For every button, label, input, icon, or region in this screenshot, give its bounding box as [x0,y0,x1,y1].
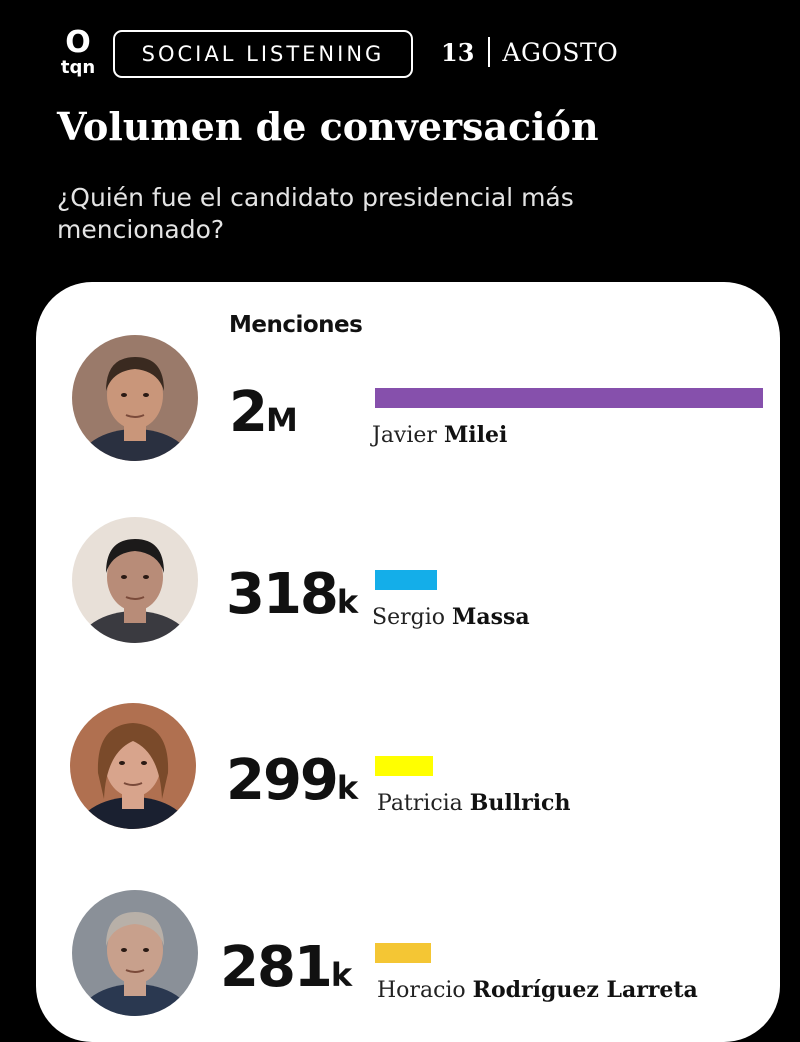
candidate-first-name: Javier [372,423,444,448]
section-tag: SOCIAL LISTENING [113,30,413,78]
logo-mark: O [65,25,91,60]
mention-bar [375,570,437,590]
mention-count-number: 299 [226,748,339,813]
candidate-photo [72,890,198,1016]
candidate-first-name: Sergio [372,605,452,630]
date-day: 13 [441,37,475,67]
mention-bar [375,943,431,963]
candidate-photo [72,335,198,461]
page-subtitle: ¿Quién fue el candidato presidencial más… [57,183,574,244]
mention-count-unit: k [336,583,359,621]
mention-count: 281k [220,935,352,1000]
page-title: Volumen de conversación [57,104,599,149]
mention-count: 318k [226,562,358,627]
date-month: AGOSTO [502,37,619,67]
candidate-first-name: Horacio [377,978,473,1003]
value-axis-label: Menciones [229,312,363,338]
mention-count-unit: k [330,956,353,994]
portrait-image [72,890,198,1016]
portrait-image [70,703,196,829]
portrait-image [72,517,198,643]
mention-count-number: 318 [226,562,339,627]
candidate-name: Patricia Bullrich [377,790,570,816]
candidate-last-name: Massa [451,604,530,630]
mention-count-unit: k [336,769,359,807]
candidate-name: Horacio Rodríguez Larreta [377,977,698,1003]
mention-bar [375,756,433,776]
candidate-first-name: Patricia [377,791,470,816]
mention-count: 2M [229,380,298,445]
candidate-name: Sergio Massa [372,604,530,630]
logo-text: tqn [60,57,96,78]
mention-count-number: 281 [220,935,333,1000]
date-separator [488,37,491,67]
tqn-logo: O tqn [54,25,102,78]
candidate-photo [72,517,198,643]
candidate-last-name: Milei [443,422,508,448]
mention-count-unit: M [265,401,298,439]
candidate-photo [70,703,196,829]
candidate-last-name: Rodríguez Larreta [472,977,698,1003]
mention-count: 299k [226,748,358,813]
portrait-image [72,335,198,461]
date: 13 AGOSTO [441,34,618,70]
mention-count-number: 2 [229,380,268,445]
candidate-name: Javier Milei [372,422,507,448]
mention-bar [375,388,763,408]
candidate-last-name: Bullrich [469,790,571,816]
